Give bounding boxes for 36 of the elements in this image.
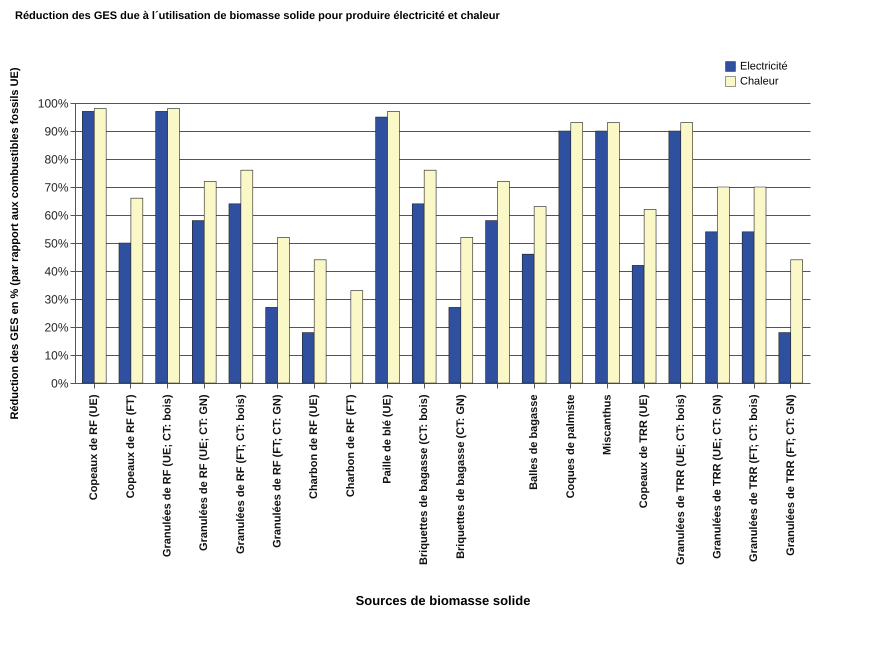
x-tick-label: Briquettes de bagasse (CT: GN): [454, 394, 467, 559]
legend-label: Electricité: [740, 60, 788, 72]
y-tick-label: 100%: [38, 96, 69, 110]
x-tick-label: Granulées de RF (UE; CT: bois): [162, 394, 174, 558]
x-tick-label: Balles de bagasse: [528, 394, 540, 490]
x-tick-label: Copeaux de TRR (UE): [638, 394, 650, 508]
x-tick-label: Coques de palmiste: [564, 394, 577, 498]
y-axis-title: Réduction des GES en % (par rapport aux combustibles fossils UE): [8, 67, 21, 420]
y-tick-label: 90%: [44, 124, 69, 138]
x-tick-label: Granulées de TRR (UE; CT: GN): [711, 394, 724, 559]
x-tick-label: Charbon de RF (FT): [344, 394, 357, 498]
y-tick-label: 50%: [44, 236, 69, 250]
bar: [350, 290, 364, 384]
x-tick-label: Copeaux de RF (FT): [124, 394, 137, 498]
x-tick-label: Paille de blé (UE): [382, 394, 394, 484]
chart-title: Réduction des GES due à l´utilisation de biomasse solide pour produire électricité et chaleur: [15, 10, 500, 22]
y-tick-label: 40%: [44, 264, 69, 278]
y-tick-label: 80%: [44, 152, 69, 166]
x-tick-label: Granulées de TRR (FT; CT: GN): [784, 394, 797, 556]
y-tick-label: 70%: [44, 180, 69, 194]
x-tick-label: Granulées de RF (FT; CT: GN): [272, 394, 284, 548]
y-tick-label: 30%: [44, 292, 69, 306]
x-tick-label: Miscanthus: [601, 394, 614, 456]
x-tick-label: Copeaux de RF (UE): [88, 394, 100, 500]
x-axis-title: Sources de biomasse solide: [356, 593, 530, 608]
y-tick-label: 60%: [44, 208, 69, 222]
x-tick-label: Briquettes de bagasse (CT: bois): [418, 394, 430, 566]
y-tick-label: 0%: [51, 376, 69, 390]
x-tick-label: Granulées de RF (UE; CT: GN): [198, 394, 210, 551]
y-tick-label: 10%: [44, 348, 69, 362]
y-tick-label: 20%: [44, 320, 69, 334]
x-tick-label: Charbon de RF (UE): [308, 394, 320, 499]
x-tick-label: Granulées de RF (FT; CT: bois): [234, 394, 247, 554]
x-tick-label: Granulées de TRR (UE; CT: bois): [674, 394, 687, 566]
legend-label: Chaleur: [740, 76, 779, 88]
x-tick-label: Granulées de TRR (FT; CT: bois): [748, 394, 760, 562]
